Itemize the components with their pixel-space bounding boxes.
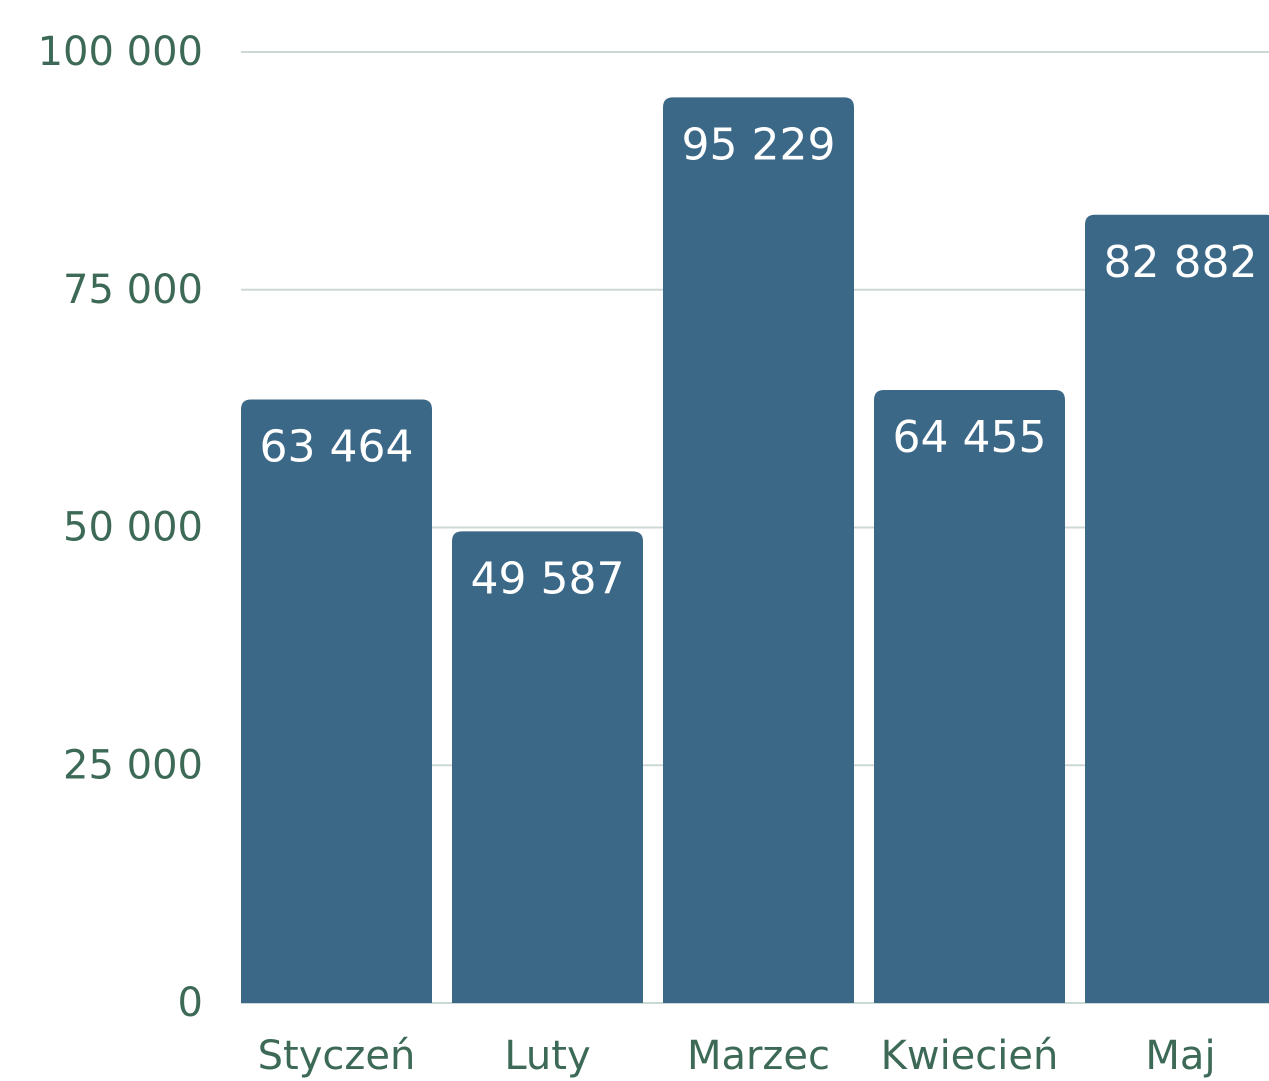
bar: [1085, 214, 1269, 1003]
y-tick-label: 100 000: [38, 29, 203, 75]
bar: [241, 399, 432, 1003]
bar: [452, 531, 643, 1003]
value-label: 64 455: [893, 412, 1047, 463]
y-tick-label: 25 000: [63, 742, 203, 788]
x-tick-label: Luty: [504, 1033, 590, 1079]
y-tick-label: 75 000: [63, 267, 203, 313]
x-tick-label: Maj: [1145, 1033, 1215, 1079]
y-tick-label: 0: [178, 980, 203, 1026]
value-label: 82 882: [1104, 237, 1258, 288]
x-tick-label: Kwiecień: [881, 1033, 1059, 1079]
x-tick-label: Marzec: [687, 1033, 830, 1079]
value-label: 63 464: [260, 421, 414, 472]
y-tick-label: 50 000: [63, 505, 203, 551]
value-label: 95 229: [682, 119, 836, 170]
bar: [874, 390, 1065, 1003]
bar: [663, 97, 854, 1004]
value-label: 49 587: [471, 553, 625, 604]
x-tick-label: Styczeń: [258, 1033, 416, 1079]
